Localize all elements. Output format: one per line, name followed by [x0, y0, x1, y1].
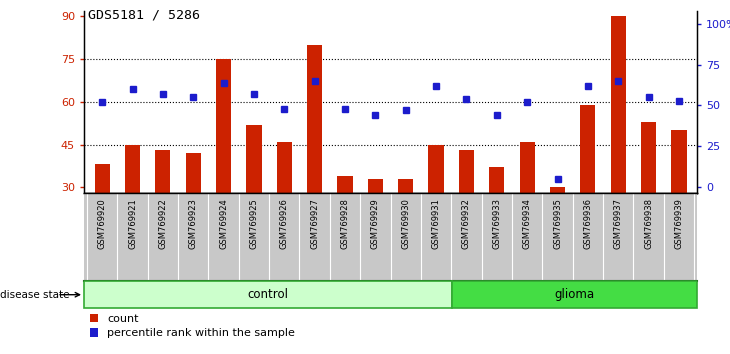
Text: GSM769930: GSM769930	[402, 198, 410, 249]
Text: GSM769936: GSM769936	[583, 198, 592, 249]
Bar	[155, 150, 171, 193]
Text: control: control	[247, 288, 288, 301]
Bar	[277, 142, 292, 193]
Bar	[368, 179, 383, 193]
Text: GSM769937: GSM769937	[614, 198, 623, 249]
Text: GSM769925: GSM769925	[250, 198, 258, 249]
Bar	[216, 59, 231, 193]
Text: GSM769933: GSM769933	[492, 198, 502, 249]
Text: GSM769931: GSM769931	[431, 198, 441, 249]
Bar	[610, 16, 626, 193]
Text: GSM769939: GSM769939	[675, 198, 683, 249]
Text: GSM769932: GSM769932	[462, 198, 471, 249]
Bar	[520, 142, 535, 193]
Text: glioma: glioma	[555, 288, 594, 301]
Bar	[429, 144, 444, 193]
Bar	[489, 167, 504, 193]
Text: GSM769928: GSM769928	[340, 198, 350, 249]
Bar	[125, 144, 140, 193]
Text: GSM769938: GSM769938	[644, 198, 653, 249]
Text: GDS5181 / 5286: GDS5181 / 5286	[88, 9, 199, 22]
Bar	[459, 150, 474, 193]
Text: GSM769921: GSM769921	[128, 198, 137, 249]
Text: GSM769935: GSM769935	[553, 198, 562, 249]
Bar	[398, 179, 413, 193]
Text: GSM769927: GSM769927	[310, 198, 319, 249]
Bar	[672, 130, 686, 193]
Bar	[641, 122, 656, 193]
Bar	[185, 153, 201, 193]
Bar	[307, 45, 322, 193]
Bar	[95, 165, 110, 193]
Bar	[580, 105, 596, 193]
Bar	[246, 125, 261, 193]
Text: GSM769929: GSM769929	[371, 198, 380, 249]
Text: GSM769924: GSM769924	[219, 198, 228, 249]
Bar	[550, 187, 565, 193]
Bar	[84, 281, 452, 308]
Legend: count, percentile rank within the sample: count, percentile rank within the sample	[90, 314, 295, 338]
Text: GSM769934: GSM769934	[523, 198, 531, 249]
Bar	[337, 176, 353, 193]
Text: GSM769926: GSM769926	[280, 198, 289, 249]
Text: GSM769922: GSM769922	[158, 198, 167, 249]
Text: GSM769920: GSM769920	[98, 198, 107, 249]
Bar	[452, 281, 697, 308]
Text: disease state: disease state	[0, 290, 69, 300]
Text: GSM769923: GSM769923	[189, 198, 198, 249]
